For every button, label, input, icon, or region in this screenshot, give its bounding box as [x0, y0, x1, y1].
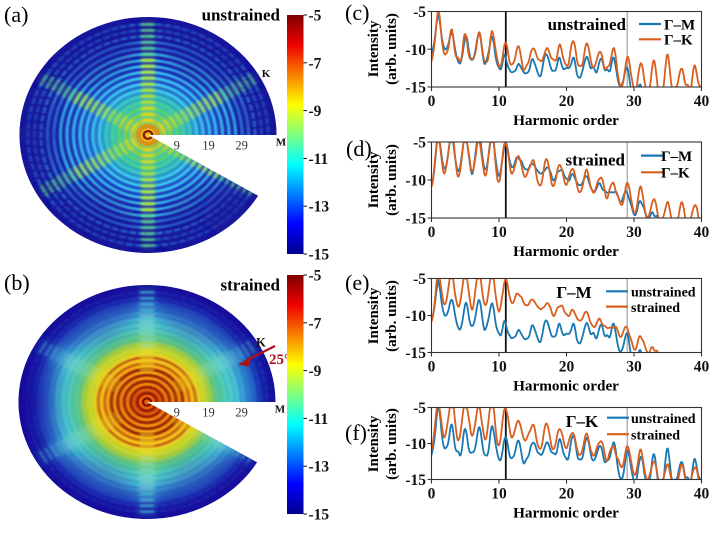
svg-text:Intensity: Intensity	[366, 151, 382, 208]
svg-text:19: 19	[202, 406, 215, 420]
svg-text:29: 29	[235, 139, 248, 153]
svg-text:Γ–K: Γ–K	[664, 33, 693, 49]
svg-text:20: 20	[559, 93, 575, 110]
svg-text:strained: strained	[631, 429, 680, 444]
svg-text:Intensity: Intensity	[366, 415, 382, 472]
svg-text:strained: strained	[221, 276, 281, 295]
svg-text:(d): (d)	[346, 136, 372, 161]
svg-text:20: 20	[559, 359, 575, 376]
svg-text:10: 10	[491, 93, 507, 110]
svg-text:Intensity: Intensity	[366, 20, 382, 77]
svg-text:30: 30	[626, 93, 642, 110]
svg-text:-9: -9	[309, 103, 322, 120]
svg-text:0: 0	[428, 486, 436, 503]
svg-text:-5: -5	[413, 135, 426, 152]
svg-text:-10: -10	[405, 42, 426, 59]
svg-text:30: 30	[626, 486, 642, 503]
svg-text:10: 10	[491, 486, 507, 503]
svg-text:-10: -10	[405, 308, 426, 325]
svg-text:-10: -10	[405, 173, 426, 190]
svg-text:-7: -7	[309, 55, 322, 72]
svg-text:unstrained: unstrained	[631, 412, 696, 427]
svg-text:K: K	[256, 336, 266, 350]
svg-text:(f): (f)	[345, 420, 367, 445]
svg-text:-15: -15	[405, 80, 426, 97]
svg-text:-10: -10	[405, 436, 426, 453]
svg-text:(arb. units): (arb. units)	[384, 280, 400, 352]
svg-text:10: 10	[491, 224, 507, 241]
svg-text:40: 40	[694, 359, 710, 376]
svg-text:Intensity: Intensity	[366, 287, 382, 344]
svg-text:(a): (a)	[4, 2, 28, 27]
svg-text:-15: -15	[309, 247, 330, 264]
svg-text:-15: -15	[405, 211, 426, 228]
svg-text:-5: -5	[413, 4, 426, 21]
svg-text:29: 29	[235, 406, 248, 420]
svg-text:K: K	[262, 68, 271, 80]
svg-text:M: M	[276, 137, 287, 149]
svg-text:-5: -5	[413, 400, 426, 417]
svg-text:(arb. units): (arb. units)	[384, 144, 400, 216]
svg-text:unstrained: unstrained	[631, 286, 696, 301]
svg-text:-11: -11	[309, 151, 329, 168]
svg-text:-7: -7	[309, 315, 322, 332]
svg-text:25°: 25°	[269, 352, 290, 368]
svg-text:40: 40	[694, 224, 710, 241]
svg-text:-13: -13	[309, 459, 330, 476]
svg-text:0: 0	[428, 359, 436, 376]
svg-text:0: 0	[428, 224, 436, 241]
svg-text:(e): (e)	[345, 270, 369, 295]
svg-text:strained: strained	[566, 151, 626, 170]
svg-text:Harmonic order: Harmonic order	[513, 378, 619, 395]
svg-text:Γ–K: Γ–K	[566, 412, 599, 431]
svg-text:-5: -5	[413, 271, 426, 288]
svg-text:unstrained: unstrained	[548, 15, 627, 34]
svg-text:40: 40	[694, 486, 710, 503]
svg-text:10: 10	[491, 359, 507, 376]
svg-text:(arb. units): (arb. units)	[384, 13, 400, 85]
svg-text:M: M	[275, 404, 286, 416]
svg-text:Harmonic order: Harmonic order	[513, 505, 619, 522]
svg-text:-9: -9	[309, 363, 322, 380]
svg-text:unstrained: unstrained	[202, 6, 281, 25]
svg-text:-15: -15	[309, 507, 330, 524]
svg-text:Harmonic order: Harmonic order	[513, 243, 619, 260]
svg-text:Γ–M: Γ–M	[556, 283, 591, 302]
svg-text:20: 20	[559, 224, 575, 241]
svg-text:19: 19	[202, 139, 215, 153]
svg-text:-11: -11	[309, 411, 329, 428]
svg-text:30: 30	[626, 359, 642, 376]
svg-text:-5: -5	[309, 268, 322, 285]
svg-text:Γ–K: Γ–K	[661, 166, 690, 182]
svg-text:-15: -15	[405, 472, 426, 489]
svg-text:30: 30	[626, 224, 642, 241]
svg-text:(c): (c)	[345, 0, 369, 25]
svg-text:strained: strained	[631, 301, 680, 316]
svg-text:20: 20	[559, 486, 575, 503]
svg-text:-13: -13	[309, 199, 330, 216]
svg-text:(arb. units): (arb. units)	[384, 408, 400, 480]
svg-text:Harmonic order: Harmonic order	[513, 112, 619, 129]
svg-text:9: 9	[174, 406, 180, 420]
svg-text:9: 9	[174, 139, 180, 153]
svg-text:Γ–M: Γ–M	[664, 17, 695, 33]
svg-text:-15: -15	[405, 345, 426, 362]
svg-text:(b): (b)	[4, 270, 30, 295]
svg-text:Γ–M: Γ–M	[661, 149, 692, 165]
svg-text:-5: -5	[309, 8, 322, 25]
svg-text:0: 0	[428, 93, 436, 110]
svg-text:40: 40	[694, 93, 710, 110]
